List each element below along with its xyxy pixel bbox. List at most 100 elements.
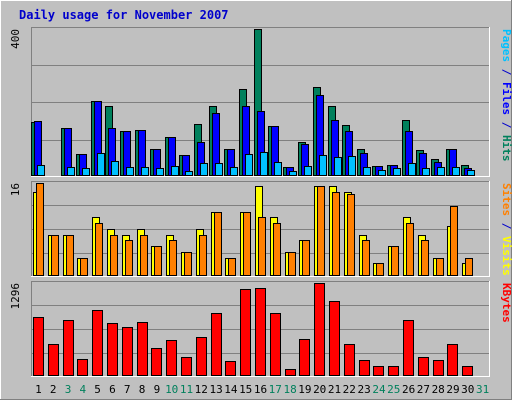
x-tick-label: 21 xyxy=(328,383,341,396)
series-legend-label: Pages / Files / Hits xyxy=(500,29,512,162)
bar-kbytes xyxy=(166,340,177,376)
x-tick-label: 17 xyxy=(269,383,282,396)
x-tick-label: 2 xyxy=(50,383,57,396)
panel-visits-sites: 16 Sites / Visits xyxy=(9,181,512,277)
bar-sites xyxy=(406,223,414,276)
legend-part: Files xyxy=(500,82,512,115)
bar-sites xyxy=(317,186,325,276)
bar-kbytes xyxy=(462,366,473,376)
panel-kbytes: 1296 KBytes xyxy=(9,281,512,377)
bar-kbytes xyxy=(137,322,148,376)
bar-kbytes xyxy=(196,337,207,376)
bar-pages xyxy=(67,167,75,176)
x-tick-label: 18 xyxy=(283,383,296,396)
bar-pages xyxy=(260,152,268,176)
bar-pages xyxy=(185,171,193,176)
bar-sites xyxy=(80,258,88,276)
bar-kbytes xyxy=(225,361,236,376)
bar-kbytes xyxy=(211,313,222,376)
bar-sites xyxy=(288,252,296,276)
bar-pages xyxy=(200,163,208,176)
bar-kbytes xyxy=(418,357,429,376)
bar-pages xyxy=(378,170,386,176)
bar-sites xyxy=(36,183,44,276)
x-tick-label: 31 xyxy=(476,383,489,396)
bar-sites xyxy=(376,263,384,276)
bar-pages xyxy=(348,156,356,176)
bar-pages xyxy=(111,161,119,176)
x-tick-label: 20 xyxy=(313,383,326,396)
x-tick-label: 3 xyxy=(65,383,72,396)
x-tick-label: 10 xyxy=(165,383,178,396)
bar-pages xyxy=(245,154,253,176)
bar-sites xyxy=(273,223,281,276)
legend-part: Visits xyxy=(500,236,512,276)
bar-sites xyxy=(66,235,74,276)
chart-title: Daily usage for November 2007 xyxy=(19,8,229,22)
bar-kbytes xyxy=(447,344,458,376)
legend-part: / xyxy=(500,115,512,135)
bar-sites xyxy=(95,223,103,276)
bar-kbytes xyxy=(255,288,266,376)
bar-sites xyxy=(228,258,236,276)
x-tick-label: 9 xyxy=(154,383,161,396)
bar-pages xyxy=(363,167,371,176)
bar-sites xyxy=(110,235,118,276)
bar-pages xyxy=(37,165,45,176)
bar-pages xyxy=(230,167,238,176)
panel-hits-files-pages: 400 Pages / Files / Hits xyxy=(9,27,512,177)
legend-part: / xyxy=(500,216,512,236)
bar-kbytes xyxy=(299,339,310,376)
series-pages xyxy=(37,152,475,176)
legend-part: Hits xyxy=(500,135,512,162)
bar-kbytes xyxy=(403,320,414,376)
bar-sites xyxy=(199,235,207,276)
bar-pages xyxy=(126,167,134,176)
bar-sites xyxy=(258,217,266,276)
bar-pages xyxy=(408,163,416,176)
bar-sites xyxy=(347,194,355,276)
bar-pages xyxy=(452,167,460,176)
bar-sites xyxy=(332,192,340,276)
bar-sites xyxy=(214,212,222,276)
bar-pages xyxy=(215,163,223,176)
y-max-label: 400 xyxy=(9,29,22,49)
bar-pages xyxy=(274,162,282,176)
bar-sites xyxy=(421,240,429,276)
bar-pages xyxy=(82,168,90,176)
bar-kbytes xyxy=(240,289,251,376)
bar-pages xyxy=(97,153,105,176)
bar-sites xyxy=(243,212,251,276)
bar-pages xyxy=(422,168,430,176)
series-kbytes xyxy=(33,283,473,376)
x-tick-label: 24 xyxy=(372,383,386,396)
bar-kbytes xyxy=(329,301,340,376)
x-tick-label: 29 xyxy=(446,383,459,396)
bar-kbytes xyxy=(344,344,355,376)
bar-sites xyxy=(184,252,192,276)
x-tick-label: 27 xyxy=(417,383,430,396)
bar-pages xyxy=(141,167,149,176)
x-tick-label: 5 xyxy=(94,383,101,396)
x-tick-label: 25 xyxy=(387,383,400,396)
bar-kbytes xyxy=(433,360,444,376)
bar-kbytes xyxy=(373,366,384,376)
bar-kbytes xyxy=(33,317,44,376)
x-tick-label: 13 xyxy=(209,383,222,396)
x-tick-label: 30 xyxy=(461,383,474,396)
x-tick-label: 1 xyxy=(35,383,42,396)
bar-kbytes xyxy=(107,323,118,376)
bar-sites xyxy=(391,246,399,276)
x-tick-label: 12 xyxy=(195,383,208,396)
bar-kbytes xyxy=(92,310,103,376)
x-tick-label: 8 xyxy=(139,383,146,396)
bar-sites xyxy=(450,206,458,276)
series-legend-label: Sites / Visits xyxy=(500,183,512,276)
x-tick-label: 26 xyxy=(402,383,415,396)
bar-pages xyxy=(334,157,342,176)
x-tick-label: 16 xyxy=(254,383,267,396)
bar-pages xyxy=(304,166,312,176)
bar-pages xyxy=(289,171,297,176)
bar-sites xyxy=(465,258,473,276)
series-files xyxy=(34,95,472,176)
